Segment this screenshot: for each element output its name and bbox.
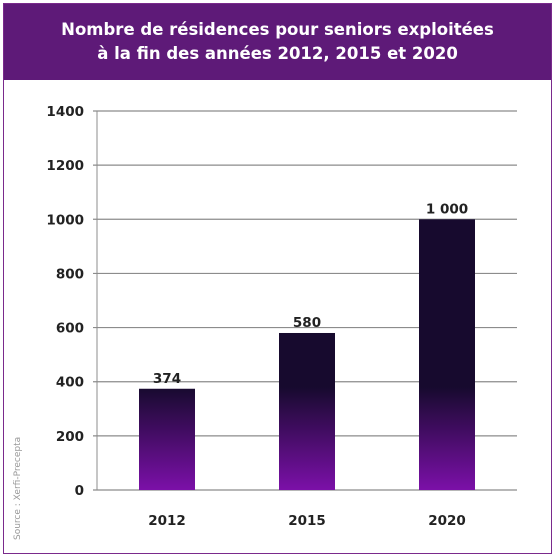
y-tick-label: 200: [56, 429, 84, 445]
bar: [419, 219, 475, 491]
chart-title-line2: à la fin des années 2012, 2015 et 2020: [97, 44, 458, 63]
y-tick-label: 800: [56, 266, 84, 282]
y-tick-label: 600: [56, 321, 84, 337]
y-tick-label: 1200: [46, 158, 84, 174]
bar: [279, 332, 335, 490]
source-note: Source : Xerfi-Precepta: [13, 436, 23, 540]
data-label: 1 000: [426, 201, 468, 217]
y-tick-label: 400: [56, 375, 84, 391]
y-tick-label: 1400: [46, 104, 84, 120]
data-label: 580: [293, 315, 321, 331]
x-tick-label: 2012: [148, 513, 186, 529]
y-tick-label: 0: [75, 483, 84, 499]
x-tick-label: 2015: [288, 513, 326, 529]
y-tick-label: 1000: [46, 212, 84, 228]
x-tick-label: 2020: [428, 513, 466, 529]
data-label: 374: [153, 371, 181, 387]
chart-title-banner: Nombre de résidences pour seniors exploi…: [4, 4, 551, 80]
bar: [139, 388, 195, 490]
chart-title-line1: Nombre de résidences pour seniors exploi…: [61, 20, 494, 39]
